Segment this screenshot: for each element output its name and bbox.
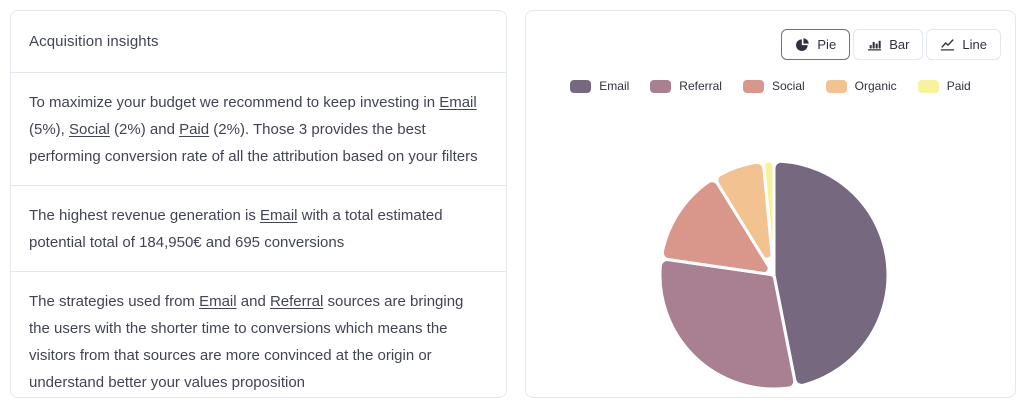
legend-item-referral[interactable]: Referral bbox=[650, 79, 722, 93]
pie-button-label: Pie bbox=[817, 37, 837, 52]
legend-swatch bbox=[825, 79, 847, 93]
insight-text-segment: The highest revenue generation is bbox=[29, 207, 260, 224]
legend-item-paid[interactable]: Paid bbox=[917, 79, 971, 93]
acquisition-insights-panel: Acquisition insights To maximize your bu… bbox=[10, 10, 507, 398]
bar-button-label: Bar bbox=[889, 37, 910, 52]
insight-text-segment: with a total estimated potential total o… bbox=[29, 207, 443, 251]
insight-text-segment: and bbox=[236, 293, 270, 310]
legend-item-email[interactable]: Email bbox=[570, 79, 629, 93]
chart-panel: Pie Bar bbox=[525, 10, 1016, 398]
insight-text-segment: (2%). Those 3 provides the best performi… bbox=[29, 121, 478, 165]
panel-header: Acquisition insights bbox=[11, 11, 506, 73]
pie-slice-referral[interactable] bbox=[660, 259, 795, 390]
insight-text-segment: sources are bringing the users with the … bbox=[29, 293, 464, 391]
bar-chart-button[interactable]: Bar bbox=[853, 29, 924, 60]
insight-text: To maximize your budget we recommend to … bbox=[29, 89, 488, 170]
line-chart-button[interactable]: Line bbox=[926, 29, 1001, 60]
legend-item-social[interactable]: Social bbox=[742, 79, 805, 93]
legend-swatch bbox=[570, 79, 592, 93]
chart-type-toggle: Pie Bar bbox=[781, 29, 1001, 60]
insight-item: To maximize your budget we recommend to … bbox=[11, 73, 506, 186]
chart-legend: Email Referral Social Organic Paid bbox=[526, 79, 1015, 93]
pie-chart bbox=[658, 159, 890, 391]
pie-slice-gap bbox=[715, 160, 774, 261]
legend-swatch bbox=[917, 79, 939, 93]
insight-text-segment: The strategies used from bbox=[29, 293, 200, 310]
insight-text-segment: (2%) and bbox=[109, 121, 180, 138]
pie-slice-gap bbox=[660, 179, 771, 275]
source-link-email[interactable]: Email bbox=[439, 94, 477, 111]
source-link-social[interactable]: Social bbox=[69, 121, 110, 138]
pie-slice-gap bbox=[772, 159, 890, 387]
legend-label: Organic bbox=[854, 79, 897, 93]
insight-item: The highest revenue generation is Email … bbox=[11, 186, 506, 272]
panel-title: Acquisition insights bbox=[29, 33, 159, 50]
pie-chart-button[interactable]: Pie bbox=[781, 29, 851, 60]
legend-swatch bbox=[742, 79, 764, 93]
insight-text-segment: To maximize your budget we recommend to … bbox=[29, 94, 440, 111]
bar-icon bbox=[867, 37, 882, 52]
pie-slice-email[interactable] bbox=[773, 161, 889, 386]
insight-text: The highest revenue generation is Email … bbox=[29, 202, 488, 256]
line-icon bbox=[940, 37, 955, 52]
insight-text: The strategies used from Email and Refer… bbox=[29, 288, 488, 396]
legend-label: Referral bbox=[679, 79, 722, 93]
insight-text-segment: (5%), bbox=[29, 121, 70, 138]
pie-slice-gap bbox=[762, 159, 776, 246]
source-link-email[interactable]: Email bbox=[199, 293, 237, 310]
pie-slice-organic[interactable] bbox=[716, 162, 773, 260]
source-link-email[interactable]: Email bbox=[259, 207, 298, 224]
source-link-referral[interactable]: Referral bbox=[269, 293, 324, 310]
legend-label: Email bbox=[599, 79, 630, 93]
source-link-paid[interactable]: Paid bbox=[179, 121, 210, 138]
insights-list: To maximize your budget we recommend to … bbox=[11, 73, 506, 397]
legend-item-organic[interactable]: Organic bbox=[825, 79, 897, 93]
pie-slice-social[interactable] bbox=[662, 180, 770, 274]
line-button-label: Line bbox=[962, 37, 987, 52]
legend-label: Paid bbox=[946, 79, 971, 93]
insight-item: The strategies used from Email and Refer… bbox=[11, 272, 506, 397]
legend-label: Social bbox=[771, 79, 805, 93]
pie-icon bbox=[795, 37, 810, 52]
legend-swatch bbox=[650, 79, 672, 93]
